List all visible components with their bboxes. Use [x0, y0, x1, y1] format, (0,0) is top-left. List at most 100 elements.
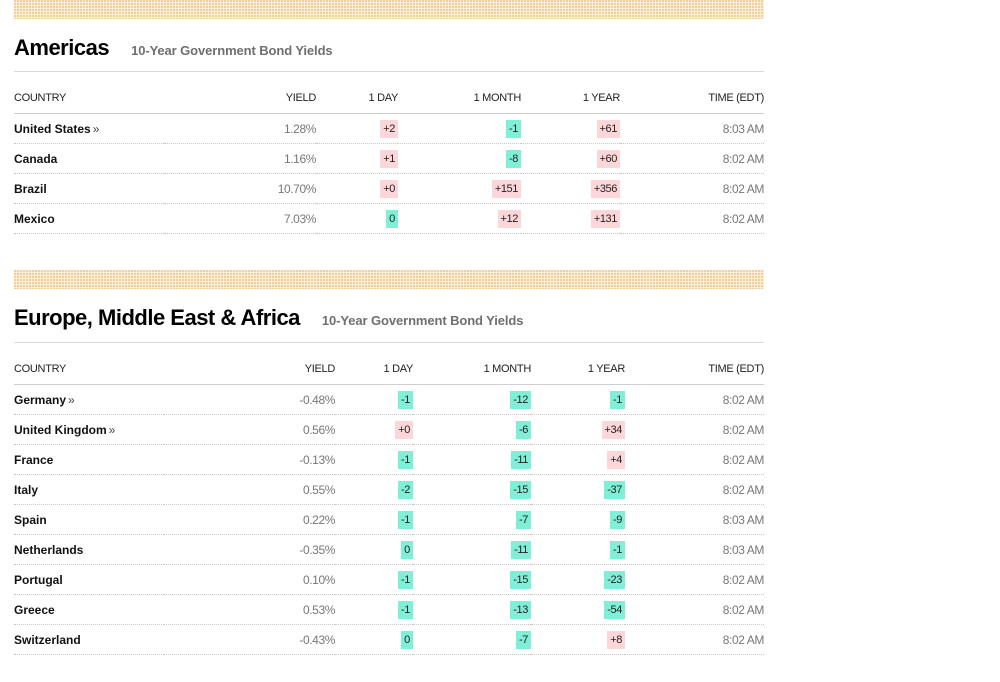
time-value: 8:03 AM — [625, 534, 764, 565]
country-link[interactable]: France — [14, 452, 54, 467]
table-row: Switzerland -0.43% 0 -7 +8 8:02 AM — [14, 624, 764, 655]
section-divider-pattern — [14, 0, 764, 19]
more-arrow-icon[interactable]: » — [68, 392, 75, 407]
yield-value: 0.55% — [164, 474, 335, 505]
one-month-change-cell: -8 — [398, 143, 521, 174]
more-arrow-icon[interactable]: » — [108, 422, 116, 437]
country-link[interactable]: Netherlands — [14, 542, 84, 557]
country-cell: Netherlands — [14, 534, 164, 565]
one-month-change-badge: -7 — [516, 510, 531, 529]
one-year-change-badge: +8 — [607, 630, 625, 649]
country-cell: United States» — [14, 113, 164, 144]
country-cell: Mexico — [14, 203, 164, 234]
one-month-change-badge: -8 — [506, 149, 521, 168]
time-value: 8:02 AM — [625, 474, 764, 505]
yield-value: 0.10% — [164, 564, 335, 595]
country-link[interactable]: Italy — [14, 482, 39, 497]
column-header-1-month[interactable]: 1 MONTH — [398, 83, 521, 114]
column-header-time[interactable]: TIME (EDT) — [625, 354, 764, 385]
region-title: Europe, Middle East & Africa — [14, 305, 300, 330]
table-row: Italy 0.55% -2 -15 -37 8:02 AM — [14, 474, 764, 505]
one-day-change-badge: -1 — [398, 510, 413, 529]
one-year-change-badge: +131 — [590, 209, 620, 228]
section-header-americas: Americas 10-Year Government Bond Yields — [14, 35, 764, 72]
one-year-change-badge: -23 — [604, 570, 625, 589]
country-cell: United Kingdom» — [14, 414, 164, 445]
table-row: Greece 0.53% -1 -13 -54 8:02 AM — [14, 594, 764, 625]
time-value: 8:02 AM — [625, 444, 764, 475]
one-month-change-badge: -1 — [506, 119, 521, 138]
column-header-1-month[interactable]: 1 MONTH — [413, 354, 531, 385]
one-year-change-cell: +61 — [521, 113, 620, 144]
one-month-change-badge: -11 — [511, 450, 531, 469]
table-header-row: COUNTRY YIELD 1 DAY 1 MONTH 1 YEAR TIME … — [14, 354, 764, 385]
one-day-change-cell: -1 — [335, 384, 413, 415]
country-cell: Spain — [14, 504, 164, 535]
one-day-change-cell: +2 — [316, 113, 398, 144]
one-year-change-cell: -1 — [531, 534, 625, 565]
one-year-change-cell: +60 — [521, 143, 620, 174]
one-day-change-badge: 0 — [386, 209, 398, 228]
one-year-change-cell: -54 — [531, 594, 625, 625]
one-month-change-badge: -11 — [511, 540, 531, 559]
column-header-1-year[interactable]: 1 YEAR — [521, 83, 620, 114]
one-year-change-badge: +34 — [601, 420, 625, 439]
more-arrow-icon[interactable]: » — [92, 121, 100, 136]
country-cell: Switzerland — [14, 624, 164, 655]
table-row: Spain 0.22% -1 -7 -9 8:03 AM — [14, 504, 764, 535]
one-month-change-cell: -7 — [413, 624, 531, 655]
one-year-change-cell: -1 — [531, 384, 625, 415]
time-value: 8:02 AM — [620, 143, 764, 174]
column-header-time[interactable]: TIME (EDT) — [620, 83, 764, 114]
one-day-change-cell: -1 — [335, 504, 413, 535]
one-month-change-cell: -6 — [413, 414, 531, 445]
column-header-1-day[interactable]: 1 DAY — [335, 354, 413, 385]
column-header-yield[interactable]: YIELD — [164, 354, 335, 385]
country-cell: Greece — [14, 594, 164, 625]
country-link[interactable]: Brazil — [14, 181, 47, 196]
one-year-change-cell: +4 — [531, 444, 625, 475]
table-row: France -0.13% -1 -11 +4 8:02 AM — [14, 444, 764, 475]
table-row: Mexico 7.03% 0 +12 +131 8:02 AM — [14, 203, 764, 234]
one-day-change-badge: +0 — [380, 179, 398, 198]
column-header-country[interactable]: COUNTRY — [14, 83, 164, 114]
one-day-change-cell: +0 — [335, 414, 413, 445]
country-cell: Canada — [14, 143, 164, 174]
one-day-change-cell: -1 — [335, 564, 413, 595]
one-year-change-badge: +4 — [607, 450, 625, 469]
one-year-change-badge: -9 — [610, 510, 625, 529]
column-header-country[interactable]: COUNTRY — [14, 354, 164, 385]
country-link[interactable]: Spain — [14, 512, 47, 527]
country-link[interactable]: Portugal — [14, 572, 63, 587]
country-link[interactable]: Germany — [14, 392, 67, 407]
column-header-yield[interactable]: YIELD — [164, 83, 316, 114]
table-row: United States» 1.28% +2 -1 +61 8:03 AM — [14, 113, 764, 144]
section-header-emea: Europe, Middle East & Africa 10-Year Gov… — [14, 305, 764, 343]
one-day-change-badge: +0 — [395, 420, 413, 439]
country-link[interactable]: Switzerland — [14, 632, 81, 647]
country-cell: Germany» — [14, 384, 164, 415]
table-row: Brazil 10.70% +0 +151 +356 8:02 AM — [14, 173, 764, 204]
yield-value: 7.03% — [164, 203, 316, 234]
column-header-1-year[interactable]: 1 YEAR — [531, 354, 625, 385]
time-value: 8:02 AM — [625, 624, 764, 655]
one-year-change-cell: +131 — [521, 203, 620, 234]
country-link[interactable]: United States — [14, 121, 91, 136]
one-month-change-badge: -12 — [510, 390, 531, 409]
one-day-change-cell: +1 — [316, 143, 398, 174]
one-month-change-cell: -12 — [413, 384, 531, 415]
region-title: Americas — [14, 35, 110, 60]
country-link[interactable]: United Kingdom — [14, 422, 107, 437]
one-month-change-cell: -15 — [413, 564, 531, 595]
country-link[interactable]: Greece — [14, 602, 55, 617]
country-link[interactable]: Mexico — [14, 211, 55, 226]
one-year-change-badge: -37 — [604, 480, 625, 499]
table-body: Germany» -0.48% -1 -12 -1 8:02 AM United Kingd… — [14, 384, 764, 655]
column-header-1-day[interactable]: 1 DAY — [316, 83, 398, 114]
country-link[interactable]: Canada — [14, 151, 58, 166]
one-month-change-cell: -7 — [413, 504, 531, 535]
one-year-change-cell: +356 — [521, 173, 620, 204]
table-row: United Kingdom» 0.56% +0 -6 +34 8:02 AM — [14, 414, 764, 445]
yield-value: 0.22% — [164, 504, 335, 535]
country-cell: Portugal — [14, 564, 164, 595]
